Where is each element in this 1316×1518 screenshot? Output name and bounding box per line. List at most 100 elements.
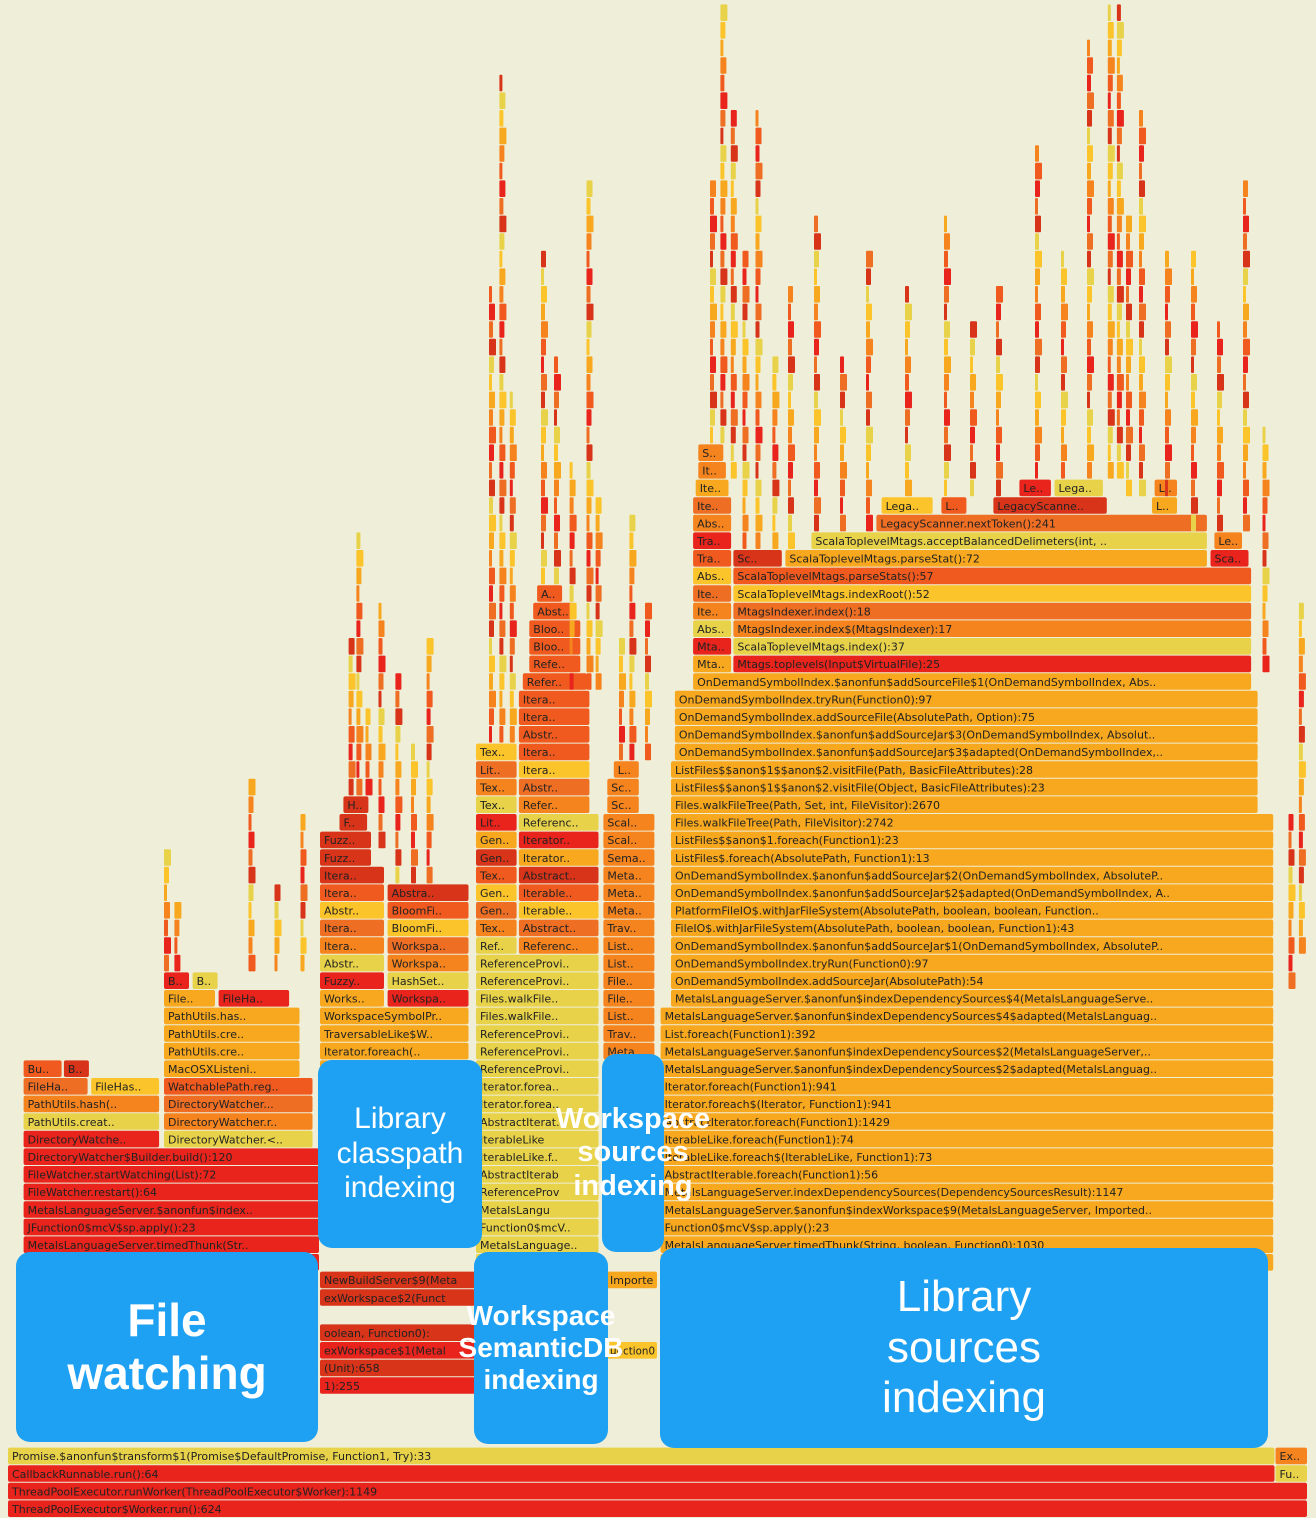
flame-frame-sliver[interactable] bbox=[499, 620, 506, 637]
flame-frame-rect[interactable] bbox=[476, 743, 517, 761]
flame-frame-sliver[interactable] bbox=[1107, 321, 1115, 338]
flame-frame-sliver[interactable] bbox=[1139, 479, 1146, 497]
flame-frame[interactable]: Ite.. bbox=[693, 497, 732, 514]
flame-frame-rect[interactable] bbox=[387, 954, 469, 972]
flame-frame-sliver[interactable] bbox=[356, 726, 364, 743]
flame-frame-sliver[interactable] bbox=[755, 444, 761, 461]
flame-frame-sliver[interactable] bbox=[365, 761, 370, 778]
flame-frame-sliver[interactable] bbox=[1035, 321, 1039, 338]
flame-frame-sliver[interactable] bbox=[629, 708, 634, 725]
flame-frame[interactable]: ScalaToplevelMtags.indexRoot():52 bbox=[733, 585, 1252, 602]
flame-frame-sliver[interactable] bbox=[1107, 303, 1112, 321]
flame-frame-sliver[interactable] bbox=[1139, 145, 1144, 162]
flame-frame-sliver[interactable] bbox=[629, 743, 635, 761]
flame-frame-sliver[interactable] bbox=[730, 127, 735, 145]
flame-frame-rect[interactable] bbox=[518, 919, 599, 937]
flame-frame-sliver[interactable] bbox=[489, 497, 493, 514]
flame-frame-sliver[interactable] bbox=[1035, 180, 1040, 197]
flame-frame[interactable]: DirectoryWatcher.r.. bbox=[164, 1113, 313, 1130]
flame-frame-sliver[interactable] bbox=[541, 338, 546, 356]
flame-frame[interactable]: Importe bbox=[606, 1271, 657, 1289]
flame-frame-sliver[interactable] bbox=[1191, 303, 1195, 321]
flame-frame-sliver[interactable] bbox=[541, 250, 546, 268]
flame-frame[interactable]: CallbackRunnable.run():64 bbox=[8, 1465, 1275, 1482]
flame-frame[interactable]: Abs.. bbox=[693, 514, 732, 532]
flame-frame-sliver[interactable] bbox=[174, 954, 181, 972]
flame-frame-rect[interactable] bbox=[603, 849, 655, 866]
flame-frame-sliver[interactable] bbox=[1288, 866, 1293, 884]
flame-frame-rect[interactable] bbox=[476, 1201, 599, 1218]
flame-frame-sliver[interactable] bbox=[866, 409, 870, 426]
flame-frame-sliver[interactable] bbox=[1191, 321, 1198, 338]
flame-frame-sliver[interactable] bbox=[395, 761, 402, 778]
flame-frame-sliver[interactable] bbox=[772, 532, 779, 549]
flame-frame[interactable]: Workspa.. bbox=[387, 937, 469, 954]
flame-frame-sliver[interactable] bbox=[1116, 57, 1120, 74]
flame-frame-sliver[interactable] bbox=[1087, 409, 1093, 426]
flame-frame[interactable]: Sc.. bbox=[607, 796, 639, 813]
flame-frame-rect[interactable] bbox=[476, 1042, 599, 1060]
flame-frame-rect[interactable] bbox=[518, 902, 599, 919]
flame-frame-sliver[interactable] bbox=[248, 849, 253, 866]
flame-frame-rect[interactable] bbox=[320, 1271, 475, 1289]
flame-frame[interactable]: PathUtils.has.. bbox=[164, 1007, 300, 1025]
flame-frame-sliver[interactable] bbox=[720, 268, 728, 285]
flame-frame-sliver[interactable] bbox=[1139, 233, 1144, 250]
flame-frame-sliver[interactable] bbox=[730, 391, 735, 409]
flame-frame-rect[interactable] bbox=[733, 602, 1252, 620]
flame-frame-sliver[interactable] bbox=[996, 374, 1003, 391]
flame-frame-sliver[interactable] bbox=[1139, 426, 1142, 444]
flame-frame-sliver[interactable] bbox=[586, 391, 594, 409]
flame-frame-sliver[interactable] bbox=[905, 409, 910, 426]
flame-frame-sliver[interactable] bbox=[1035, 444, 1040, 461]
flame-frame-sliver[interactable] bbox=[1139, 215, 1146, 233]
flame-frame-sliver[interactable] bbox=[970, 409, 977, 426]
flame-frame-rect[interactable] bbox=[164, 1113, 313, 1130]
flame-frame-sliver[interactable] bbox=[499, 673, 505, 690]
flame-frame[interactable]: H.. bbox=[343, 796, 369, 813]
flame-frame[interactable]: AbstractIterator.foreach(Function1):1429 bbox=[660, 1113, 1274, 1130]
flame-frame-sliver[interactable] bbox=[499, 444, 506, 461]
flame-frame-rect[interactable] bbox=[1152, 497, 1177, 514]
flame-frame-sliver[interactable] bbox=[1035, 426, 1042, 444]
flame-frame-sliver[interactable] bbox=[1087, 303, 1090, 321]
flame-frame-sliver[interactable] bbox=[348, 673, 356, 690]
flame-frame-sliver[interactable] bbox=[586, 655, 594, 673]
flame-frame-sliver[interactable] bbox=[499, 391, 507, 409]
flame-frame-sliver[interactable] bbox=[1126, 479, 1132, 497]
flame-frame[interactable]: Works.. bbox=[320, 990, 384, 1007]
flame-frame-sliver[interactable] bbox=[944, 286, 949, 303]
flame-frame-sliver[interactable] bbox=[1139, 127, 1146, 145]
flame-frame-sliver[interactable] bbox=[378, 778, 382, 796]
flame-frame-sliver[interactable] bbox=[378, 638, 383, 655]
flame-frame-sliver[interactable] bbox=[840, 514, 846, 532]
flame-frame-sliver[interactable] bbox=[1165, 409, 1171, 426]
flame-frame[interactable]: Fuzz.. bbox=[320, 849, 371, 866]
flame-frame-sliver[interactable] bbox=[378, 831, 386, 849]
flame-frame[interactable]: MtagsIndexer.index$(MtagsIndexer):17 bbox=[733, 620, 1252, 637]
flame-frame-sliver[interactable] bbox=[1191, 426, 1196, 444]
flame-frame-sliver[interactable] bbox=[905, 391, 912, 409]
flame-frame[interactable]: Sc.. bbox=[607, 778, 639, 796]
flame-frame-rect[interactable] bbox=[693, 585, 732, 602]
flame-frame-sliver[interactable] bbox=[1061, 409, 1066, 426]
flame-frame-sliver[interactable] bbox=[1061, 286, 1065, 303]
flame-frame-sliver[interactable] bbox=[595, 602, 600, 620]
flame-frame-sliver[interactable] bbox=[164, 902, 170, 919]
flame-frame-sliver[interactable] bbox=[164, 884, 167, 901]
flame-frame-rect[interactable] bbox=[693, 550, 732, 567]
flame-frame-rect[interactable] bbox=[476, 1236, 599, 1253]
flame-frame-sliver[interactable] bbox=[710, 303, 717, 321]
flame-frame[interactable]: Abstr.. bbox=[320, 954, 384, 972]
flame-frame-rect[interactable] bbox=[518, 708, 590, 725]
flame-frame-sliver[interactable] bbox=[866, 497, 870, 514]
flame-frame-sliver[interactable] bbox=[742, 497, 746, 514]
flame-frame-sliver[interactable] bbox=[1126, 462, 1129, 479]
flame-frame-sliver[interactable] bbox=[645, 743, 651, 761]
flame-frame[interactable]: Mtags.toplevels(Input$VirtualFile):25 bbox=[733, 655, 1252, 673]
flame-frame-rect[interactable] bbox=[941, 497, 967, 514]
flame-frame-rect[interactable] bbox=[387, 937, 469, 954]
flame-frame-sliver[interactable] bbox=[1165, 321, 1171, 338]
flame-frame-sliver[interactable] bbox=[1116, 110, 1124, 127]
flame-frame-sliver[interactable] bbox=[1061, 356, 1067, 373]
